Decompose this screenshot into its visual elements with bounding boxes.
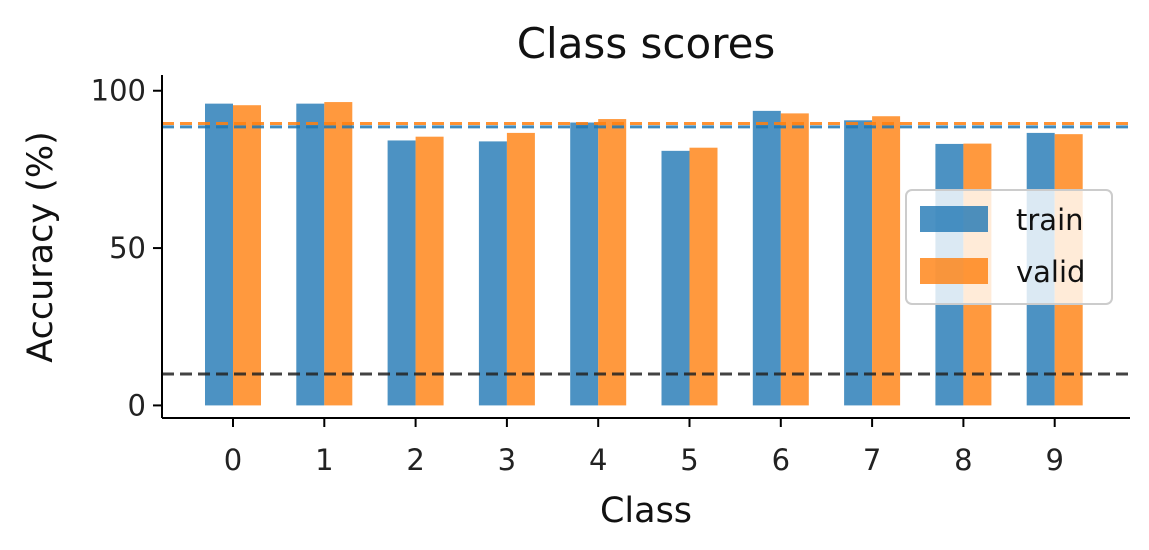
bar-valid-1 [324, 102, 353, 406]
legend-label-train: train [1016, 203, 1084, 237]
bar-valid-0 [233, 105, 261, 406]
x-tick-label-1: 1 [315, 443, 333, 477]
x-tick-label-8: 8 [954, 443, 972, 477]
bar-train-0 [205, 103, 233, 406]
bar-valid-2 [415, 136, 444, 406]
y-tick-label-0: 0 [128, 388, 146, 422]
x-tick-label-3: 3 [498, 443, 516, 477]
x-axis-label: Class [600, 491, 692, 531]
bar-train-4 [570, 122, 599, 406]
x-tick-label-9: 9 [1045, 443, 1063, 477]
bar-valid-7 [872, 116, 901, 406]
y-axis-label: Accuracy (%) [21, 131, 61, 362]
bar-valid-3 [506, 132, 535, 406]
bar-train-7 [844, 120, 873, 406]
bar-train-6 [752, 110, 781, 406]
x-tick-label-6: 6 [772, 443, 790, 477]
bar-train-5 [661, 150, 690, 406]
bar-valid-4 [598, 119, 627, 406]
x-tick-label-5: 5 [680, 443, 698, 477]
bar-valid-6 [780, 113, 809, 406]
y-tick-label-50: 50 [109, 231, 146, 265]
legend-label-valid: valid [1016, 255, 1085, 289]
x-tick-label-7: 7 [863, 443, 881, 477]
x-tick-label-2: 2 [406, 443, 424, 477]
x-tick-label-0: 0 [224, 443, 242, 477]
bar-train-3 [478, 141, 507, 406]
chart-title: Class scores [517, 19, 776, 68]
legend-swatch-valid [920, 258, 988, 284]
legend: train valid [905, 189, 1113, 305]
bar-train-1 [296, 103, 325, 406]
y-tick-label-100: 100 [91, 74, 146, 108]
bar-train-2 [387, 140, 416, 406]
bar-valid-5 [689, 147, 718, 406]
legend-swatch-train [920, 206, 988, 232]
x-tick-label-4: 4 [589, 443, 607, 477]
